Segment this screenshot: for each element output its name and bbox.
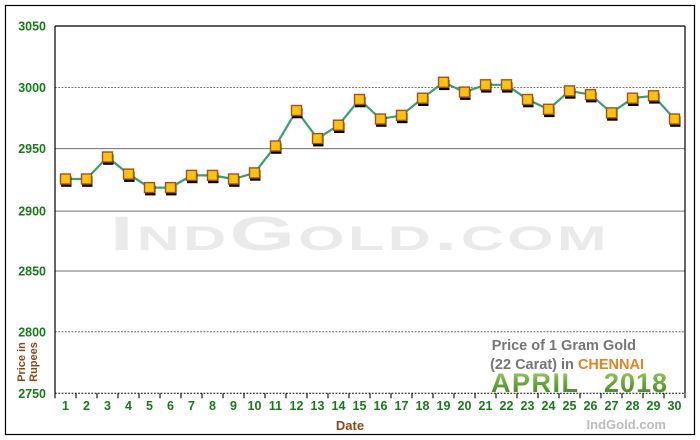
svg-text:2750: 2750 xyxy=(18,387,46,401)
svg-text:2850: 2850 xyxy=(18,265,46,279)
svg-text:25: 25 xyxy=(563,399,577,413)
svg-text:21: 21 xyxy=(479,399,493,413)
svg-text:2950: 2950 xyxy=(18,142,46,156)
svg-text:2800: 2800 xyxy=(18,325,46,339)
svg-text:26: 26 xyxy=(584,399,598,413)
svg-text:20: 20 xyxy=(458,399,472,413)
svg-text:12: 12 xyxy=(290,399,304,413)
svg-text:Price of 1 Gram Gold: Price of 1 Gram Gold xyxy=(492,338,636,354)
svg-text:24: 24 xyxy=(542,399,556,413)
svg-text:Date: Date xyxy=(336,418,364,433)
svg-text:2018: 2018 xyxy=(604,368,668,398)
svg-text:23: 23 xyxy=(521,399,535,413)
svg-text:30: 30 xyxy=(668,399,682,413)
svg-text:Rupees: Rupees xyxy=(28,342,40,382)
svg-text:3050: 3050 xyxy=(18,20,46,34)
svg-text:3: 3 xyxy=(104,399,111,413)
svg-text:1: 1 xyxy=(62,399,69,413)
svg-text:15: 15 xyxy=(353,399,367,413)
svg-text:17: 17 xyxy=(395,399,409,413)
svg-text:2: 2 xyxy=(83,399,90,413)
svg-text:28: 28 xyxy=(626,399,640,413)
svg-text:22: 22 xyxy=(500,399,514,413)
svg-text:10: 10 xyxy=(248,399,262,413)
svg-text:14: 14 xyxy=(332,399,346,413)
svg-text:IndGold.com: IndGold.com xyxy=(110,208,610,261)
svg-text:IndGold.com: IndGold.com xyxy=(587,417,666,432)
svg-text:9: 9 xyxy=(230,399,237,413)
svg-text:27: 27 xyxy=(605,399,619,413)
svg-text:29: 29 xyxy=(647,399,661,413)
svg-text:Price in: Price in xyxy=(16,342,28,382)
svg-text:APRIL: APRIL xyxy=(491,368,580,398)
svg-text:7: 7 xyxy=(188,399,195,413)
svg-text:19: 19 xyxy=(437,399,451,413)
svg-text:18: 18 xyxy=(416,399,430,413)
svg-text:16: 16 xyxy=(374,399,388,413)
svg-text:3000: 3000 xyxy=(18,81,46,95)
svg-text:6: 6 xyxy=(167,399,174,413)
svg-text:5: 5 xyxy=(146,399,153,413)
svg-text:4: 4 xyxy=(125,399,132,413)
svg-text:2900: 2900 xyxy=(18,205,46,219)
svg-text:8: 8 xyxy=(209,399,216,413)
svg-text:11: 11 xyxy=(269,399,282,413)
svg-text:13: 13 xyxy=(311,399,325,413)
